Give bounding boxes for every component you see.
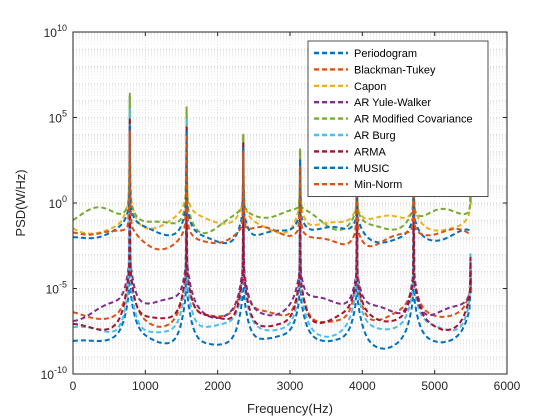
series-line-arma [73,116,472,331]
y-tick-label: 10-10 [41,365,67,382]
x-tick-label: 3000 [277,379,304,393]
x-tick-label: 1000 [132,379,159,393]
legend-label: MUSIC [354,163,390,175]
series-line-ar-modified-covariance [73,92,472,235]
legend: Periodogram Blackman-Tukey Capon AR Yule-Wa… [307,40,489,198]
series-line-ar-burg [73,107,472,338]
legend-label: Min-Norm [354,179,402,191]
series-line-periodogram [73,94,472,350]
legend-label: Periodogram [354,48,417,60]
y-tick-label: 10-5 [46,280,67,297]
y-axis-label: PSD(W/Hz) [13,169,28,236]
legend-label: Blackman-Tukey [354,64,436,76]
y-tick-label: 105 [49,109,67,126]
legend-label: ARMA [354,146,386,158]
legend-label: Capon [354,81,386,93]
y-tick-label: 100 [49,194,67,211]
x-tick-label: 2000 [204,379,231,393]
series-group [73,92,472,350]
legend-label: AR Burg [354,130,396,142]
axis-ticks: 0 1000 2000 3000 4000 5000 6000 10-10 10-5 100 105… [41,23,521,393]
legend-label: AR Yule-Walker [354,97,431,109]
x-axis-label: Frequency(Hz) [247,401,333,416]
series-line-min-norm [73,130,472,251]
series-line-ar-yule-walker [73,125,472,322]
series-line-music [73,125,472,245]
x-tick-label: 0 [70,379,77,393]
x-tick-label: 5000 [421,379,448,393]
legend-label: AR Modified Covariance [354,114,473,126]
x-tick-label: 4000 [349,379,376,393]
x-tick-label: 6000 [494,379,521,393]
y-tick-label: 1010 [44,23,67,40]
